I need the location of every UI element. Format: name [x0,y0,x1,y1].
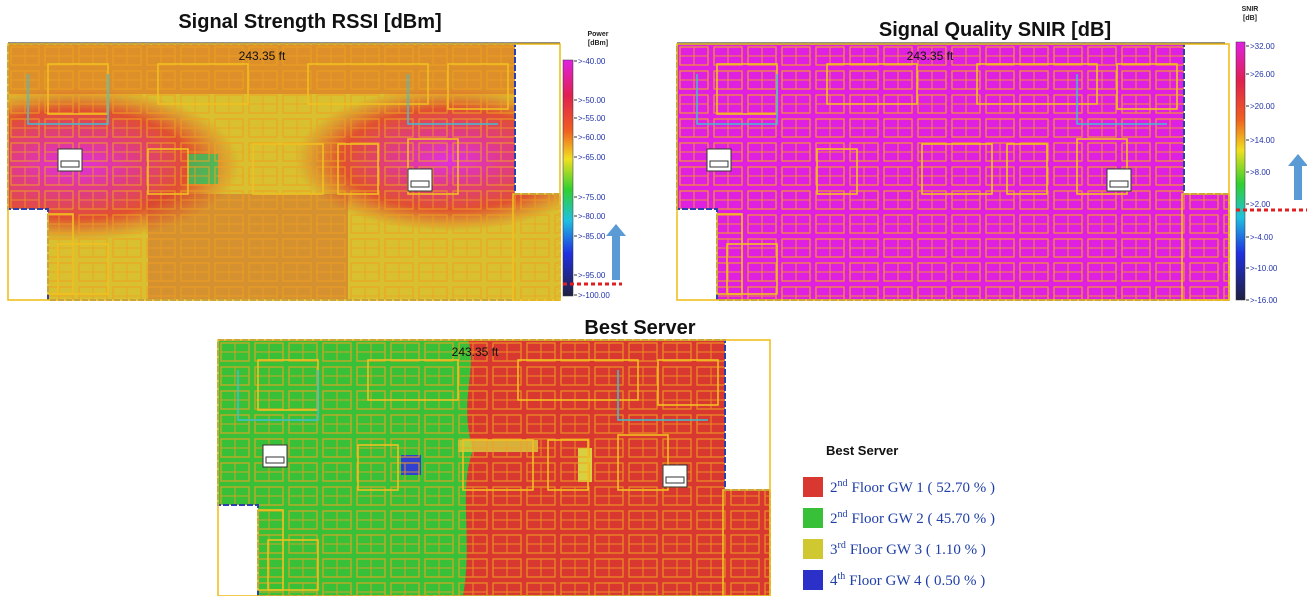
legend-swatch [803,539,823,559]
legend-title: Best Server [826,443,898,458]
legend-swatch [803,508,823,528]
gateway-icon [58,149,82,171]
panel-title: Signal Quality SNIR [dB] [879,19,1111,41]
panel-title: Best Server [584,317,695,339]
colorbar-label: >8.00 [1250,168,1271,177]
snir-map [677,44,1229,300]
colorbar-label: >-75.00 [578,193,606,202]
scale-label: 243.35 ft [239,49,286,63]
colorbar-label: >-80.00 [578,212,606,221]
colorbar-label: >2.00 [1250,200,1271,209]
colorbar-label: >-55.00 [578,114,606,123]
legend-suffix: nd [838,478,848,489]
legend-swatch [803,477,823,497]
legend-text: Floor GW 1 ( 52.70 % ) [852,480,995,496]
legend-suffix: rd [838,540,846,551]
legend-suffix: nd [838,509,848,520]
colorbar [563,60,573,296]
colorbar-label: >20.00 [1250,102,1275,111]
colorbar-label: >-85.00 [578,232,606,241]
legend-suffix: th [838,571,846,582]
colorbar-label: >-65.00 [578,153,606,162]
colorbar-label: >-16.00 [1250,296,1278,305]
gateway-icon [707,149,731,171]
arrow [606,224,626,280]
gateway-icon [408,169,432,191]
colorbar-title: SNIR [1242,6,1259,13]
colorbar-label: >32.00 [1250,42,1275,51]
legend-label: 3rd Floor GW 3 ( 1.10 % ) [830,540,986,558]
legend-floor: 2 [830,511,838,527]
colorbar-label: >-60.00 [578,133,606,142]
legend-text: Floor GW 4 ( 0.50 % ) [849,573,985,589]
colorbar-label: >-40.00 [578,57,606,66]
legend-floor: 3 [830,542,838,558]
legend-label: 2nd Floor GW 1 ( 52.70 % ) [830,478,995,496]
colorbar-label: >-10.00 [1250,264,1278,273]
best-server-map [218,340,770,596]
gateway-icon [663,465,687,487]
legend-text: Floor GW 2 ( 45.70 % ) [852,511,995,527]
scale-label: 243.35 ft [907,49,954,63]
colorbar-label: >14.00 [1250,136,1275,145]
legend-swatch [803,570,823,590]
panel-title: Signal Strength RSSI [dBm] [178,11,441,33]
legend-floor: 2 [830,480,838,496]
scale-label: 243.35 ft [452,345,499,359]
colorbar-label: >-95.00 [578,271,606,280]
arrow [1288,154,1307,200]
colorbar-label: >-50.00 [578,96,606,105]
colorbar-label: >-100.00 [578,291,610,300]
colorbar-unit: [dB] [1243,15,1257,22]
rssi-map [8,44,560,300]
figure: Signal Strength RSSI [dBm] Signal Qualit… [0,0,1307,596]
colorbar-title: Power [587,31,608,38]
colorbar-label: >26.00 [1250,70,1275,79]
colorbar-unit: [dBm] [588,40,608,47]
colorbar-label: >-4.00 [1250,233,1273,242]
gateway-icon [1107,169,1131,191]
colorbar [1236,42,1245,300]
legend-text: Floor GW 3 ( 1.10 % ) [850,542,986,558]
legend-label: 2nd Floor GW 2 ( 45.70 % ) [830,509,995,527]
gateway-icon [263,445,287,467]
